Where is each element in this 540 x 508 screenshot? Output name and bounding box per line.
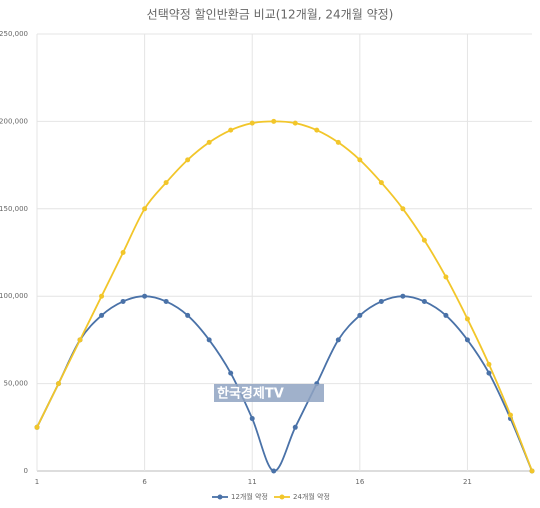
point xyxy=(357,312,363,318)
point xyxy=(228,127,234,133)
point xyxy=(486,361,492,367)
point xyxy=(271,118,277,124)
point xyxy=(421,237,427,243)
point xyxy=(77,337,83,343)
legend-marker xyxy=(279,494,285,500)
point xyxy=(228,370,234,376)
y-tick-label: 250,000 xyxy=(0,30,28,38)
point xyxy=(206,337,212,343)
point xyxy=(249,120,255,126)
series-line xyxy=(36,120,533,472)
x-tick-label: 16 xyxy=(355,478,364,486)
point xyxy=(507,412,513,418)
legend-marker xyxy=(217,494,223,500)
point xyxy=(314,127,320,133)
y-tick-label: 50,000 xyxy=(4,380,29,388)
point xyxy=(120,298,126,304)
point xyxy=(99,312,105,318)
y-tick-label: 200,000 xyxy=(0,117,28,125)
point xyxy=(56,381,62,387)
point xyxy=(185,157,191,163)
y-tick-label: 0 xyxy=(24,467,28,475)
point xyxy=(400,293,406,299)
point xyxy=(142,293,148,299)
point xyxy=(529,468,535,474)
watermark-box xyxy=(214,384,324,402)
watermark: 한국경제TV xyxy=(217,386,284,402)
point xyxy=(163,298,169,304)
point xyxy=(464,337,470,343)
chart-title: 선택약정 할인반환금 비교(12개월, 24개월 약정) xyxy=(147,7,394,22)
point xyxy=(443,312,449,318)
point xyxy=(400,206,406,212)
legend-label: 24개월 약정 xyxy=(293,492,330,501)
point xyxy=(163,180,169,186)
point xyxy=(443,274,449,280)
point xyxy=(357,157,363,163)
point xyxy=(464,316,470,322)
legend-label: 12개월 약정 xyxy=(231,492,268,501)
point xyxy=(335,139,341,145)
point xyxy=(335,337,341,343)
point xyxy=(421,298,427,304)
point xyxy=(378,298,384,304)
point xyxy=(249,416,255,422)
point xyxy=(99,293,105,299)
x-tick-label: 1 xyxy=(35,478,39,486)
point xyxy=(185,312,191,318)
y-tick-label: 100,000 xyxy=(0,292,28,300)
point xyxy=(378,180,384,186)
point xyxy=(142,206,148,212)
x-tick-label: 6 xyxy=(142,478,147,486)
point xyxy=(292,120,298,126)
point xyxy=(292,424,298,430)
point xyxy=(206,139,212,145)
point xyxy=(271,468,277,474)
point xyxy=(486,370,492,376)
point xyxy=(120,250,126,255)
x-tick-label: 11 xyxy=(248,478,257,486)
x-tick-label: 21 xyxy=(463,478,472,486)
y-tick-label: 150,000 xyxy=(0,205,28,213)
point xyxy=(34,424,40,430)
